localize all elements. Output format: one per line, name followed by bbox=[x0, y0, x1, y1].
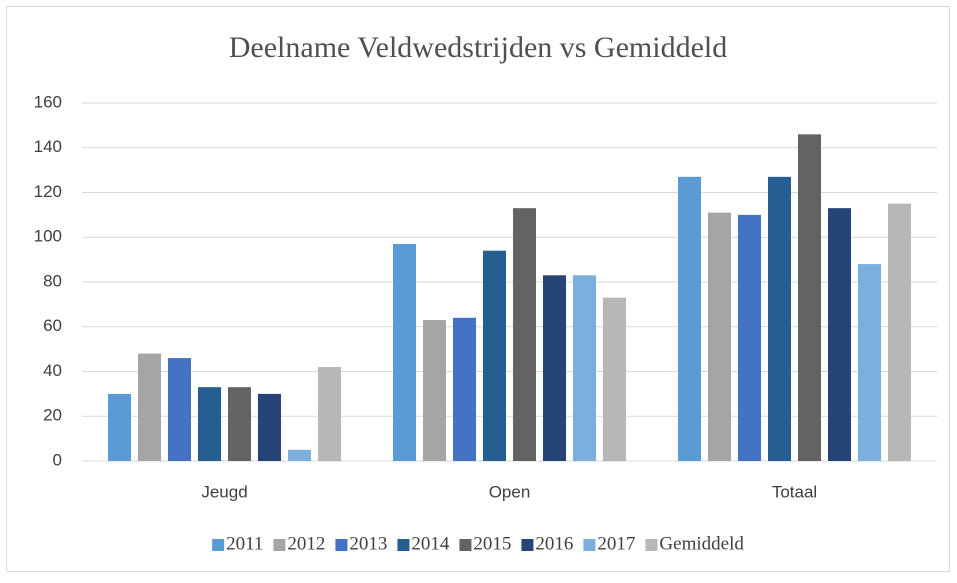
chart-border bbox=[6, 6, 950, 572]
legend-swatch bbox=[397, 539, 410, 551]
bar bbox=[738, 214, 761, 461]
y-tick-label: 20 bbox=[43, 406, 62, 425]
legend-swatch bbox=[459, 539, 472, 551]
legend-label: 2013 bbox=[349, 533, 387, 554]
bar bbox=[798, 134, 821, 461]
bar bbox=[423, 320, 446, 461]
legend-label: 2016 bbox=[535, 533, 573, 554]
legend-swatch bbox=[583, 539, 596, 551]
bar bbox=[708, 212, 731, 461]
bar bbox=[138, 353, 161, 461]
bar bbox=[258, 393, 281, 461]
bar bbox=[288, 449, 311, 461]
bar bbox=[513, 208, 536, 461]
y-tick-label: 60 bbox=[43, 316, 62, 335]
y-tick-label: 40 bbox=[43, 361, 62, 380]
bar bbox=[228, 387, 251, 461]
bar bbox=[543, 275, 566, 461]
legend-swatch bbox=[212, 539, 225, 551]
x-tick-label: Jeugd bbox=[201, 482, 247, 501]
legend-label: 2017 bbox=[597, 533, 635, 554]
legend-swatch bbox=[645, 539, 658, 551]
bar bbox=[108, 393, 131, 461]
bar bbox=[393, 243, 416, 461]
bar bbox=[483, 250, 506, 461]
bar bbox=[573, 275, 596, 461]
bar bbox=[858, 264, 881, 461]
legend-swatch bbox=[521, 539, 534, 551]
bar bbox=[318, 367, 341, 461]
legend-label: Gemiddeld bbox=[659, 533, 744, 554]
bar bbox=[198, 387, 221, 461]
bar bbox=[888, 203, 911, 461]
bar bbox=[603, 297, 626, 461]
y-tick-label: 140 bbox=[34, 137, 62, 156]
y-tick-label: 120 bbox=[34, 182, 62, 201]
bar bbox=[168, 358, 191, 461]
bar bbox=[453, 317, 476, 461]
legend-label: 2012 bbox=[287, 533, 325, 554]
y-tick-label: 160 bbox=[34, 92, 62, 111]
legend-swatch bbox=[335, 539, 348, 551]
legend-swatch bbox=[273, 539, 286, 551]
bar bbox=[768, 176, 791, 461]
x-tick-label: Open bbox=[489, 482, 531, 501]
legend-label: 2011 bbox=[226, 533, 263, 554]
legend-label: 2014 bbox=[411, 533, 450, 554]
bar bbox=[678, 176, 701, 461]
chart-title: Deelname Veldwedstrijden vs Gemiddeld bbox=[229, 31, 728, 64]
x-tick-label: Totaal bbox=[772, 482, 817, 501]
y-tick-label: 80 bbox=[43, 271, 62, 290]
legend-label: 2015 bbox=[473, 533, 511, 554]
y-tick-label: 100 bbox=[34, 227, 62, 246]
bar bbox=[828, 208, 851, 461]
y-tick-label: 0 bbox=[53, 450, 62, 469]
